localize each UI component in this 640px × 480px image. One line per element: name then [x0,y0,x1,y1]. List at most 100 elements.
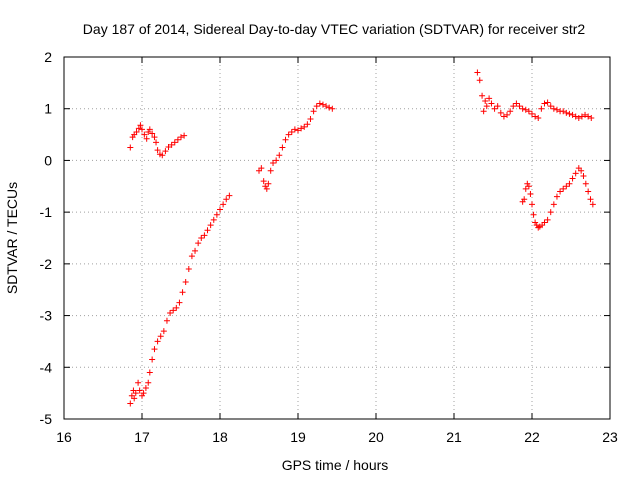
data-point [185,266,192,273]
data-point [217,206,223,213]
data-point [530,211,537,218]
data-point [146,126,153,133]
data-point [525,108,532,115]
data-point [201,232,208,239]
data-point [585,188,592,195]
x-axis-label: GPS time / hours [282,457,389,473]
data-point [538,105,545,112]
data-point [139,126,145,133]
data-point [178,134,184,141]
data-point [210,216,217,223]
data-point [288,128,295,135]
data-point [582,111,589,118]
data-point [304,121,311,128]
data-point [486,95,493,102]
plot-frame [63,56,611,420]
data-point [173,304,180,311]
data-point [491,105,498,112]
data-point [192,247,199,254]
data-point [270,160,277,167]
data-point [151,346,158,353]
data-point [557,188,564,195]
data-point [519,105,526,112]
data-point [145,379,152,386]
data-point [547,209,554,216]
y-tick-label: -2 [40,256,53,272]
x-tick-label: 16 [56,429,72,445]
data-point [198,235,205,241]
data-point [213,211,220,218]
data-point [167,309,174,316]
data-point [504,111,511,118]
data-point [132,390,139,397]
data-point [513,100,520,107]
data-point [141,131,148,138]
data-point [223,196,230,203]
x-tick-label: 20 [368,429,384,445]
data-point [133,128,140,135]
data-point [291,126,298,133]
data-point [298,125,305,132]
data-point [572,113,579,120]
data-point [544,216,551,223]
y-tick-label: -1 [40,204,53,220]
data-point [131,395,138,402]
series-segment-5 [519,165,596,231]
data-point [494,103,501,110]
series-segment-4 [474,69,595,122]
data-point [550,201,557,208]
data-point [149,356,156,363]
series-segment-3 [256,100,336,192]
data-point [301,123,308,130]
x-tick-label: 17 [134,429,150,445]
data-point [160,328,167,335]
x-tick-label: 22 [524,429,540,445]
data-point [226,192,233,199]
data-point [476,77,483,84]
data-points [127,69,596,407]
data-point [560,108,567,115]
data-point [273,157,280,164]
y-tick-label: 1 [44,101,52,117]
data-point [162,148,169,155]
data-point [585,113,592,120]
data-point [529,201,535,208]
data-point [282,136,289,143]
data-point [480,108,487,115]
data-point [521,196,528,203]
data-point [220,201,227,208]
data-point [267,167,274,174]
data-point [168,141,175,148]
data-point [165,143,172,150]
data-point [589,201,596,208]
x-tick-label: 23 [602,429,618,445]
data-point [265,180,272,187]
data-point [319,101,326,108]
data-point [176,299,183,306]
data-point [572,170,579,177]
data-point [575,115,582,122]
data-point [326,104,333,111]
data-point [522,185,529,192]
data-point [569,111,576,118]
data-point [276,152,283,159]
data-point [516,103,523,110]
chart-title: Day 187 of 2014, Sidereal Day-to-day VTE… [83,21,586,37]
data-point [313,103,320,110]
data-point [582,180,589,187]
data-point [479,92,486,99]
data-point [307,116,314,123]
data-point [137,122,144,129]
data-point [323,103,330,110]
x-tick-label: 19 [290,429,306,445]
grid [64,57,610,419]
y-tick-label: -3 [40,308,53,324]
data-point [258,165,265,172]
data-point [154,338,161,345]
data-point [135,379,142,386]
data-point [563,109,570,116]
data-point [482,97,489,104]
data-point [170,307,177,314]
data-point [140,390,147,397]
